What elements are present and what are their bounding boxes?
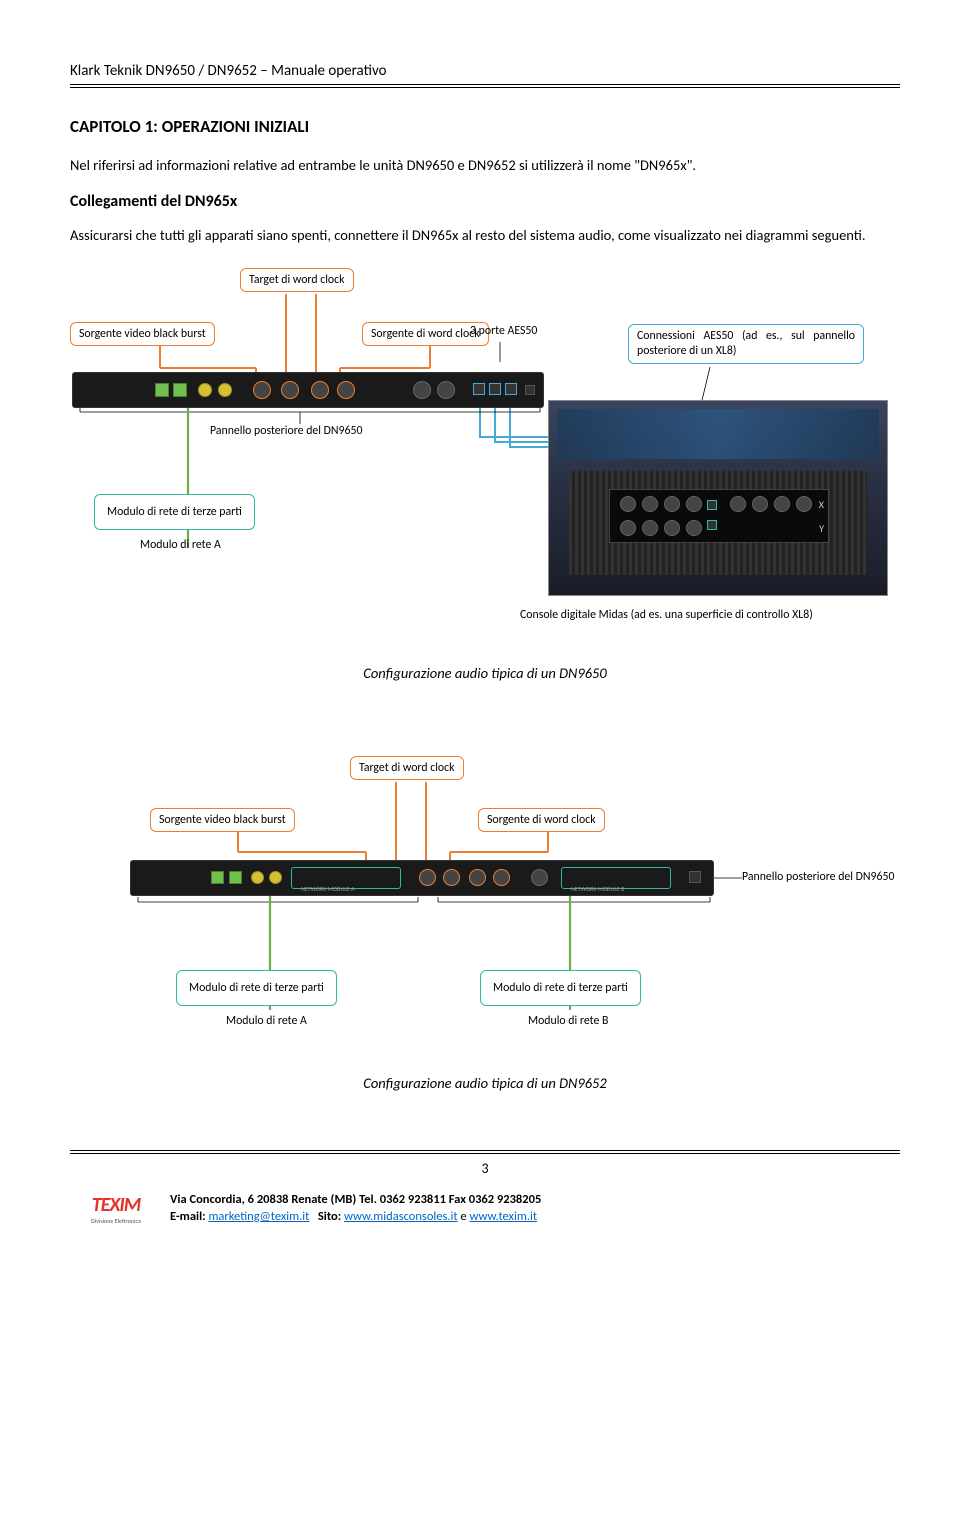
label-module-a-2: Modulo di rete A — [226, 1014, 307, 1028]
footer-email-label: E-mail: — [170, 1209, 206, 1224]
diagram-1: Target di word clock Sorgente video blac… — [70, 262, 900, 742]
device-panel-dn9650-1 — [72, 372, 544, 408]
section-text: Assicurarsi che tutti gli apparati siano… — [70, 225, 900, 246]
label-module-a-1: Modulo di rete A — [140, 538, 221, 552]
footer-email-link[interactable]: marketing@texim.it — [208, 1209, 309, 1224]
intro-paragraph: Nel riferirsi ad informazioni relative a… — [70, 155, 900, 176]
footer-text: Via Concordia, 6 20838 Renate (MB) Tel. … — [170, 1192, 541, 1226]
device-panel-dn9652: NETWORK MODULE A NETWORK MODULE B — [130, 860, 714, 896]
label-aes50-ports: 3 porte AES50 — [470, 324, 537, 338]
label-video-burst-1: Sorgente video black burst — [70, 322, 215, 346]
label-third-party-b: Modulo di rete di terze parti — [480, 970, 641, 1006]
logo-text: TEXIM — [92, 1193, 141, 1217]
label-target-clock-1: Target di word clock — [240, 268, 354, 292]
footer: 3 TEXIM Divisione Elettronica Via Concor… — [70, 1150, 900, 1229]
label-third-party-1: Modulo di rete di terze parti — [94, 494, 255, 530]
footer-rule-2 — [70, 1153, 900, 1154]
console-image: X Y — [548, 400, 888, 596]
label-rear-panel-2: Pannello posteriore del DN9650 — [742, 870, 894, 884]
footer-logo: TEXIM Divisione Elettronica — [74, 1189, 158, 1229]
header-rule-2 — [70, 87, 900, 88]
diagram-2: Target di word clock Sorgente video blac… — [70, 750, 900, 1110]
label-console-desc: Console digitale Midas (ad es. una super… — [520, 608, 813, 622]
label-video-burst-2: Sorgente video black burst — [150, 808, 295, 832]
label-target-clock-2: Target di word clock — [350, 756, 464, 780]
footer-site-label: Sito: — [318, 1209, 341, 1224]
label-rear-panel-1: Pannello posteriore del DN9650 — [210, 424, 362, 438]
footer-rule-1 — [70, 1150, 900, 1151]
section-title: Collegamenti del DN965x — [70, 192, 900, 211]
label-wordclock-src-2: Sorgente di word clock — [478, 808, 605, 832]
header-rule-1 — [70, 84, 900, 85]
label-module-b-2: Modulo di rete B — [528, 1014, 608, 1028]
footer-site1-link[interactable]: www.midasconsoles.it — [344, 1209, 458, 1224]
page-number: 3 — [70, 1160, 900, 1177]
logo-subtitle: Divisione Elettronica — [91, 1217, 141, 1225]
header-title: Klark Teknik DN9650 / DN9652 – Manuale o… — [70, 62, 900, 80]
chapter-title: CAPITOLO 1: OPERAZIONI INIZIALI — [70, 116, 900, 137]
footer-address: Via Concordia, 6 20838 Renate (MB) Tel. … — [170, 1192, 541, 1207]
footer-site2-link[interactable]: www.texim.it — [469, 1209, 537, 1224]
label-third-party-a: Modulo di rete di terze parti — [176, 970, 337, 1006]
caption-2: Configurazione audio tipica di un DN9652 — [70, 1074, 900, 1092]
caption-1: Configurazione audio tipica di un DN9650 — [70, 664, 900, 682]
label-aes50-conn: Connessioni AES50 (ad es., sul pannello … — [628, 324, 864, 363]
footer-site-and: e — [458, 1209, 470, 1224]
